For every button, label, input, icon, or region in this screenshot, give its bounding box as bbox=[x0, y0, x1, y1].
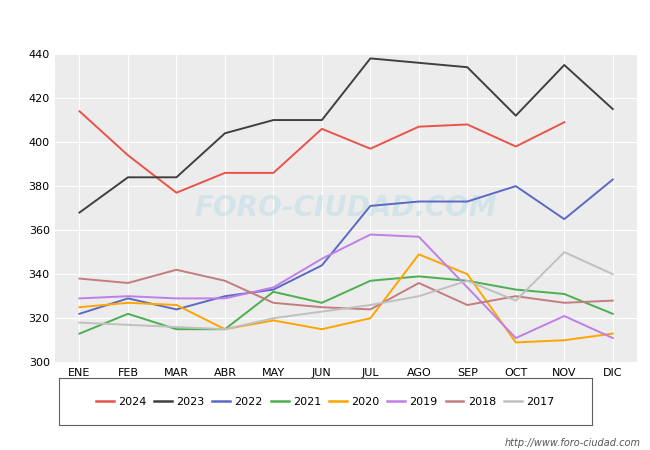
Legend: 2024, 2023, 2022, 2021, 2020, 2019, 2018, 2017: 2024, 2023, 2022, 2021, 2020, 2019, 2018… bbox=[91, 392, 559, 411]
Text: Afiliados en Almendral a 30/11/2024: Afiliados en Almendral a 30/11/2024 bbox=[166, 14, 484, 33]
Text: FORO-CIUDAD.COM: FORO-CIUDAD.COM bbox=[195, 194, 497, 222]
Text: http://www.foro-ciudad.com: http://www.foro-ciudad.com bbox=[504, 438, 640, 448]
